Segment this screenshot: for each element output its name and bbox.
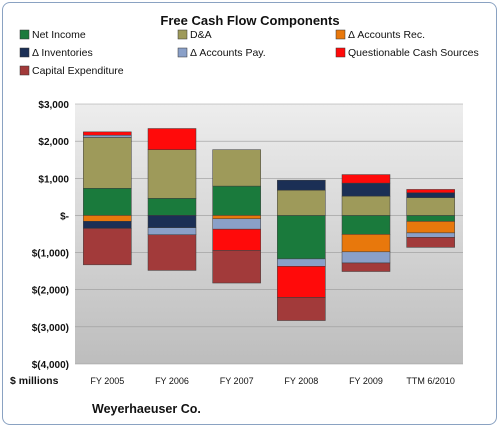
legend-swatch-questionable-cash-sources: [335, 47, 346, 58]
bar-delta-accounts-pay: [277, 258, 326, 267]
bar-delta-accounts-pay: [212, 218, 261, 230]
bar-d-a: [406, 197, 455, 216]
bar-delta-inventories: [341, 182, 391, 197]
x-tick-label: FY 2009: [349, 376, 383, 386]
bar-net-income: [341, 215, 391, 235]
bar-capital-expenditure: [212, 250, 261, 284]
x-tick-label: TTM 6/2010: [406, 376, 455, 386]
x-axis-ticks: FY 2005 FY 2006 FY 2007 FY 2008 FY 2009 TTM 6…: [90, 376, 455, 386]
bar-net-income: [277, 215, 326, 260]
legend: Net Income D&A Δ Accounts Rec. Δ Inventorie…: [19, 29, 479, 77]
bar-capital-expenditure: [277, 297, 326, 321]
bar-questionable-cash-sources: [83, 131, 132, 136]
bar-net-income: [147, 198, 197, 216]
bar-questionable-cash-sources: [147, 128, 197, 150]
gridlines: [75, 103, 463, 365]
bar-capital-expenditure: [83, 228, 132, 266]
bar-capital-expenditure: [341, 262, 391, 272]
y-tick-label: $(1,000): [32, 249, 69, 260]
x-axis-label: $ millions: [10, 375, 59, 387]
bar-d-a: [83, 137, 132, 189]
bar-delta-inventories: [406, 192, 455, 198]
legend-swatch-delta-inventories: [19, 47, 30, 58]
y-tick-label: $1,000: [38, 174, 69, 185]
bar-delta-accounts-rec: [341, 234, 391, 253]
bar-questionable-cash-sources: [277, 266, 326, 298]
bar-questionable-cash-sources: [341, 174, 391, 184]
bar-delta-accounts-rec: [406, 221, 455, 234]
chart-title: Free Cash Flow Components: [160, 13, 339, 28]
bar-d-a: [212, 149, 261, 187]
bar-delta-inventories: [83, 221, 132, 229]
company-name: Weyerhaeuser Co.: [92, 402, 201, 416]
bar-delta-accounts-rec: [83, 215, 132, 222]
bar-net-income: [406, 215, 455, 222]
legend-label-delta-accounts-rec: Δ Accounts Rec.: [348, 29, 425, 41]
bars: [83, 128, 455, 321]
x-tick-label: FY 2005: [90, 376, 124, 386]
y-tick-label: $(3,000): [32, 323, 69, 334]
bar-questionable-cash-sources: [212, 228, 261, 251]
legend-swatch-delta-accounts-pay: [177, 47, 188, 58]
x-tick-label: FY 2007: [220, 376, 254, 386]
legend-label-delta-inventories: Δ Inventories: [32, 47, 93, 59]
plot-area: [75, 104, 463, 364]
bar-d-a: [341, 195, 391, 216]
bar-questionable-cash-sources: [406, 189, 455, 194]
legend-swatch-delta-accounts-rec: [335, 29, 346, 40]
bar-capital-expenditure: [406, 237, 455, 248]
bar-net-income: [212, 185, 261, 216]
y-tick-label: $3,000: [38, 100, 69, 111]
x-tick-label: FY 2008: [284, 376, 318, 386]
bar-delta-accounts-rec: [212, 215, 261, 220]
bar-delta-accounts-pay: [147, 227, 197, 235]
bar-delta-accounts-pay: [341, 251, 391, 264]
bar-delta-accounts-pay: [83, 134, 132, 138]
bar-d-a: [147, 149, 197, 199]
legend-label-net-income: Net Income: [32, 29, 86, 41]
legend-label-questionable-cash-sources: Questionable Cash Sources: [348, 47, 479, 59]
y-tick-label: $(4,000): [32, 360, 69, 371]
legend-label-d-a: D&A: [190, 29, 212, 41]
bar-delta-inventories: [277, 179, 326, 191]
bar-delta-accounts-pay: [406, 232, 455, 238]
bar-net-income: [83, 188, 132, 216]
legend-swatch-capital-expenditure: [19, 65, 30, 76]
legend-label-delta-accounts-pay: Δ Accounts Pay.: [190, 47, 266, 59]
x-tick-label: FY 2006: [155, 376, 189, 386]
y-tick-label: $(2,000): [32, 286, 69, 297]
legend-label-capital-expenditure: Capital Expenditure: [32, 65, 124, 77]
bar-d-a: [277, 189, 326, 216]
y-tick-label: $2,000: [38, 137, 69, 148]
y-tick-label: $-: [60, 211, 69, 222]
bar-delta-inventories: [147, 215, 197, 228]
bar-capital-expenditure: [147, 234, 197, 271]
legend-swatch-net-income: [19, 29, 30, 40]
y-axis-ticks: $3,000 $2,000 $1,000 $- $(1,000) $(2,000) $(3,…: [32, 100, 70, 371]
legend-swatch-d-a: [177, 29, 188, 40]
